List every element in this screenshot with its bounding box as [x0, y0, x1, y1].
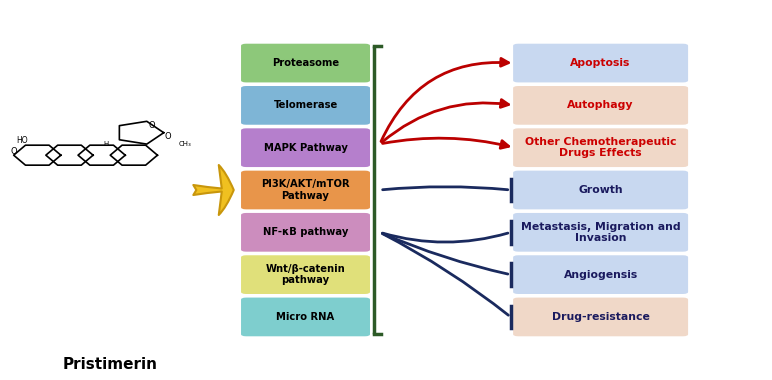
Text: O: O	[164, 132, 171, 141]
FancyBboxPatch shape	[240, 169, 371, 211]
Text: H: H	[103, 141, 109, 147]
FancyBboxPatch shape	[240, 85, 371, 126]
Text: Drug-resistance: Drug-resistance	[552, 312, 649, 322]
FancyBboxPatch shape	[512, 169, 689, 211]
Text: Wnt/β-catenin
pathway: Wnt/β-catenin pathway	[266, 264, 345, 285]
Text: O: O	[11, 147, 18, 156]
Text: NF-κB pathway: NF-κB pathway	[262, 227, 348, 238]
FancyBboxPatch shape	[240, 212, 371, 253]
Text: Angiogensis: Angiogensis	[564, 270, 638, 280]
Text: Other Chemotherapeutic
Drugs Effects: Other Chemotherapeutic Drugs Effects	[525, 137, 676, 158]
Text: Apoptosis: Apoptosis	[571, 58, 631, 68]
FancyBboxPatch shape	[512, 43, 689, 84]
FancyBboxPatch shape	[512, 85, 689, 126]
FancyBboxPatch shape	[240, 254, 371, 295]
Text: Micro RNA: Micro RNA	[276, 312, 334, 322]
FancyBboxPatch shape	[512, 212, 689, 253]
Text: CH₃: CH₃	[179, 141, 191, 147]
FancyBboxPatch shape	[512, 127, 689, 168]
FancyBboxPatch shape	[512, 254, 689, 295]
Text: Telomerase: Telomerase	[273, 100, 337, 110]
FancyBboxPatch shape	[240, 296, 371, 337]
Text: Proteasome: Proteasome	[272, 58, 339, 68]
FancyBboxPatch shape	[240, 127, 371, 168]
FancyBboxPatch shape	[512, 296, 689, 337]
Text: PI3K/AKT/mTOR
Pathway: PI3K/AKT/mTOR Pathway	[261, 179, 350, 201]
Text: Metastasis, Migration and
Invasion: Metastasis, Migration and Invasion	[521, 222, 680, 243]
Text: Growth: Growth	[578, 185, 623, 195]
Text: HO: HO	[16, 136, 28, 145]
Text: Autophagy: Autophagy	[567, 100, 634, 110]
Text: Pristimerin: Pristimerin	[63, 357, 157, 372]
Text: MAPK Pathway: MAPK Pathway	[263, 142, 347, 153]
Text: O: O	[149, 121, 155, 130]
FancyBboxPatch shape	[240, 43, 371, 84]
